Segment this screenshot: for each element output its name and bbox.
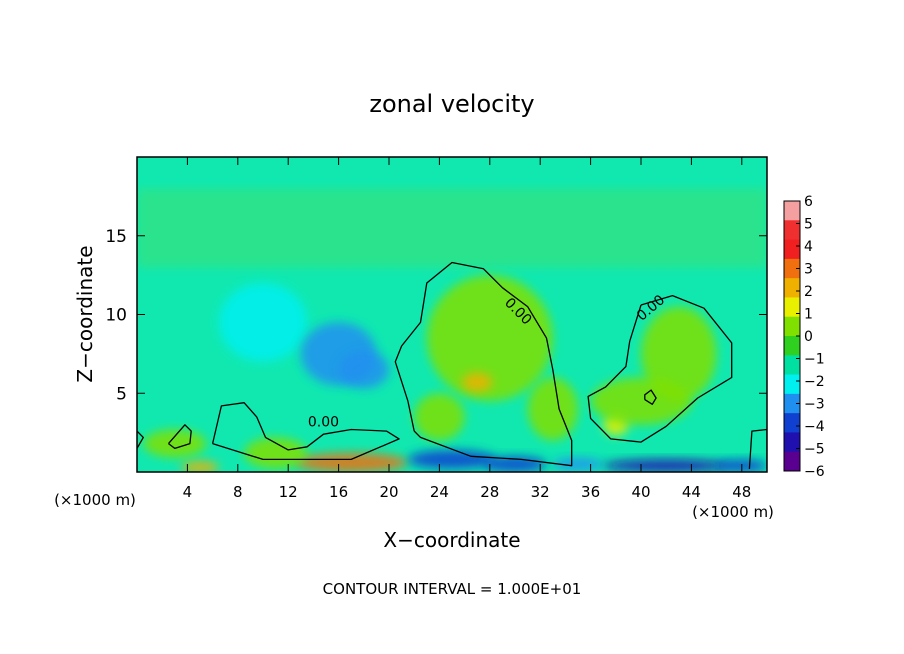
contour-line-3 xyxy=(211,402,400,461)
colorbar-swatch xyxy=(784,374,800,395)
x-tick-label: 48 xyxy=(732,483,751,501)
x-axis-ticks: 4 8 12 16 20 24 28 32 36 40 44 48 xyxy=(183,157,751,501)
x-tick-label: 44 xyxy=(682,483,701,501)
field-blob-2 xyxy=(338,350,389,389)
x-tick-label: 12 xyxy=(279,483,298,501)
colorbar-label: −2 xyxy=(804,374,825,390)
field-blob-11 xyxy=(143,429,207,458)
contour-interval-note: CONTOUR INTERVAL = 1.000E+01 xyxy=(323,580,582,598)
x-tick-label: 20 xyxy=(379,483,398,501)
x-tick-label: 16 xyxy=(329,483,348,501)
colorbar-label: −3 xyxy=(804,397,825,413)
colorbar-label: 2 xyxy=(804,284,813,300)
y-tick-label: 5 xyxy=(116,384,127,404)
colorbar-swatch xyxy=(784,355,800,376)
field-blob-4 xyxy=(462,372,493,392)
x-tick-label: 28 xyxy=(480,483,499,501)
field-blob-12 xyxy=(407,449,497,469)
colorbar-label: 1 xyxy=(804,307,813,323)
colorbar: 6 5 4 3 2 1 0 −1 −2 −3 −4 −5 −6 xyxy=(783,194,825,480)
field-blob-7 xyxy=(590,377,692,425)
colorbar-swatch xyxy=(784,258,800,279)
colorbar-swatch xyxy=(784,316,800,337)
colorbar-label: −1 xyxy=(804,352,825,368)
contour-line-4 xyxy=(168,424,192,450)
x-unit-left: (×1000 m) xyxy=(54,491,136,509)
contour-line-5 xyxy=(748,428,767,469)
x-tick-label: 24 xyxy=(430,483,449,501)
zero-contours xyxy=(137,261,767,469)
y-axis-label: Z−coordinate xyxy=(73,245,97,382)
field-blob-10 xyxy=(244,437,308,469)
x-tick-label: 40 xyxy=(631,483,650,501)
contour-line-0 xyxy=(394,261,573,467)
field-blob-9 xyxy=(181,460,219,472)
x-tick-label: 32 xyxy=(531,483,550,501)
contour-line-2 xyxy=(644,389,657,405)
plot-area: 0.000.00 0.00 4 8 12 16 20 24 28 32 36 40 44 48 5101… xyxy=(105,156,768,501)
colorbar-label: 0 xyxy=(804,329,813,345)
colorbar-swatch xyxy=(784,278,800,298)
field-blob-0 xyxy=(218,283,308,362)
field-blob-6 xyxy=(641,306,717,402)
field-band xyxy=(137,188,767,268)
y-tick-label: 10 xyxy=(105,306,127,326)
colorbar-swatch xyxy=(784,297,800,318)
colorbar-label: −6 xyxy=(804,464,825,480)
y-axis-ticks: 5 10 15 xyxy=(105,227,767,404)
colorbar-swatch xyxy=(784,432,800,453)
colorbar-label: 3 xyxy=(804,262,813,278)
field-blob-17 xyxy=(414,393,465,441)
velocity-field xyxy=(137,188,767,472)
colorbar-label: 4 xyxy=(804,239,813,255)
x-tick-label: 4 xyxy=(183,483,193,501)
contour-line-6 xyxy=(137,430,144,449)
x-axis-label: X−coordinate xyxy=(383,528,520,552)
colorbar-label: 6 xyxy=(804,194,813,210)
chart-title: zonal velocity xyxy=(369,90,534,118)
colorbar-swatch xyxy=(784,413,800,433)
colorbar-swatch xyxy=(784,393,800,414)
contour-label-0: 0.00 xyxy=(308,414,339,430)
colorbar-label: −5 xyxy=(804,442,825,458)
field-blob-18 xyxy=(527,377,578,441)
x-tick-label: 36 xyxy=(581,483,600,501)
contour-line-1 xyxy=(587,294,733,443)
field-blob-15 xyxy=(603,459,730,472)
field-blob-3 xyxy=(426,275,553,402)
colorbar-swatch xyxy=(784,451,800,472)
x-unit-right: (×1000 m) xyxy=(692,503,774,521)
colorbar-swatch xyxy=(784,239,800,260)
colorbar-label: −4 xyxy=(804,419,825,435)
colorbar-swatch xyxy=(784,201,800,221)
y-tick-label: 15 xyxy=(105,227,127,247)
colorbar-swatch xyxy=(784,336,800,356)
colorbar-swatch xyxy=(784,220,800,241)
x-tick-label: 8 xyxy=(233,483,243,501)
colorbar-label: 5 xyxy=(804,217,813,233)
field-blob-8 xyxy=(294,453,408,472)
